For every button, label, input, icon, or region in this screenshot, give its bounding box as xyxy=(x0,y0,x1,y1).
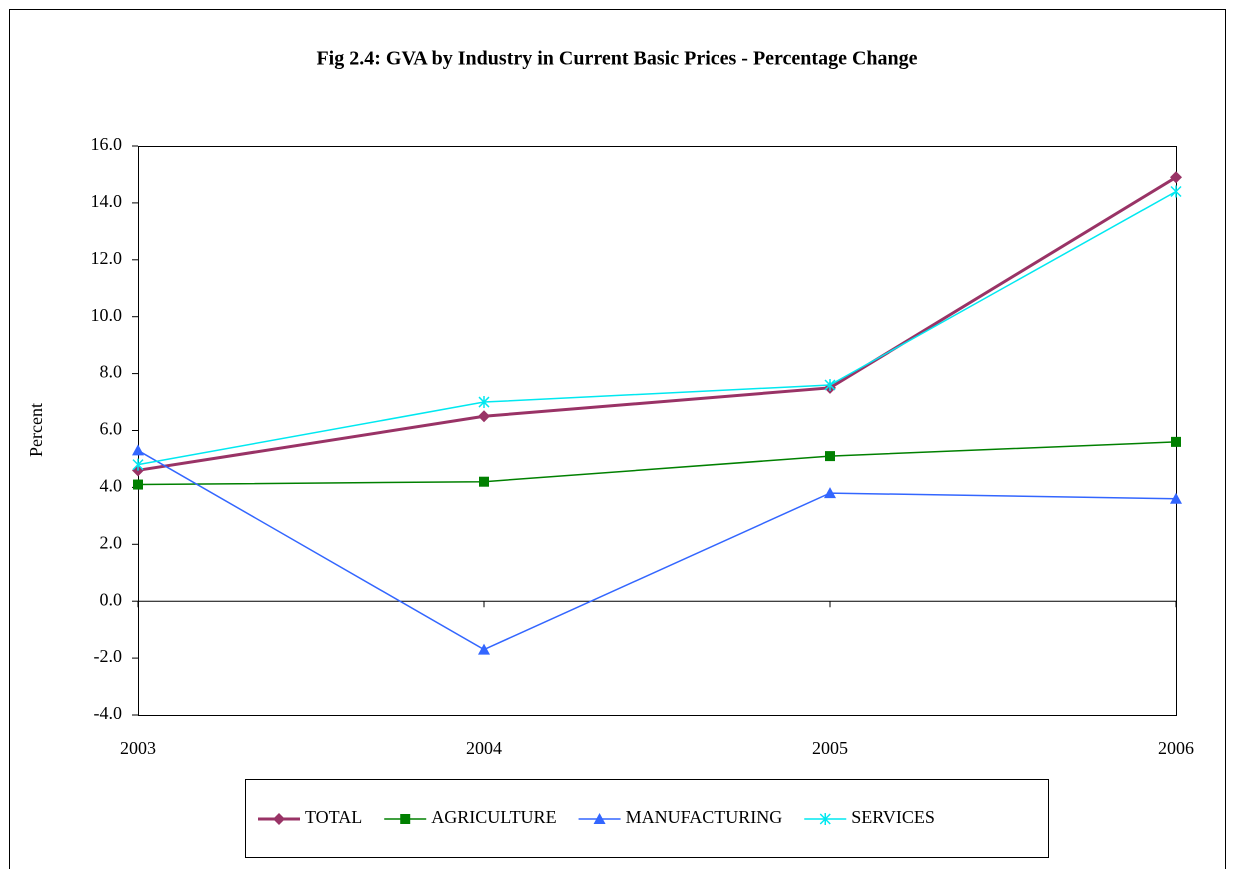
chart-frame xyxy=(9,9,1226,869)
y-tick-label: 12.0 xyxy=(91,248,123,268)
x-tick-label: 2006 xyxy=(1158,738,1194,758)
y-tick-label: 16.0 xyxy=(91,134,123,154)
legend-marker xyxy=(400,814,411,824)
point xyxy=(1170,185,1182,198)
legend-label: MANUFACTURING xyxy=(626,807,783,827)
chart-title: Fig 2.4: GVA by Industry in Current Basi… xyxy=(316,48,917,70)
y-tick-label: 6.0 xyxy=(100,419,123,439)
plot-area xyxy=(138,146,1177,716)
legend-marker xyxy=(593,813,606,824)
point xyxy=(1171,436,1181,447)
point xyxy=(825,451,835,462)
point xyxy=(478,396,490,409)
series-line xyxy=(137,176,1177,472)
series-line xyxy=(137,441,1177,486)
point xyxy=(1170,492,1182,504)
legend-marker xyxy=(819,813,831,825)
x-tick-label: 2005 xyxy=(812,738,848,758)
x-tick-label: 2003 xyxy=(120,738,156,758)
x-tick-label: 2004 xyxy=(466,738,502,758)
point xyxy=(1170,171,1182,184)
legend-label: SERVICES xyxy=(851,807,935,827)
series-line xyxy=(137,449,1177,651)
legend-label: AGRICULTURE xyxy=(431,807,556,827)
legend-marker xyxy=(273,813,285,825)
y-tick-label: 2.0 xyxy=(100,532,123,552)
legend-label: TOTAL xyxy=(305,807,362,827)
y-tick-label: -4.0 xyxy=(94,703,123,723)
y-tick-label: 14.0 xyxy=(91,191,123,211)
y-tick-label: 4.0 xyxy=(100,476,123,496)
point xyxy=(132,458,144,471)
y-tick-label: 0.0 xyxy=(100,589,123,609)
point xyxy=(478,643,490,655)
y-tick-label: 10.0 xyxy=(91,305,123,325)
y-axis-label: Percent xyxy=(26,403,46,457)
y-tick-label: -2.0 xyxy=(94,646,123,666)
series-line xyxy=(137,190,1177,466)
point xyxy=(478,410,490,423)
point xyxy=(132,444,144,456)
legend xyxy=(245,779,1049,858)
point xyxy=(479,476,489,487)
point xyxy=(824,378,836,391)
point xyxy=(133,479,143,490)
point xyxy=(824,487,836,499)
y-tick-label: 8.0 xyxy=(100,362,123,382)
